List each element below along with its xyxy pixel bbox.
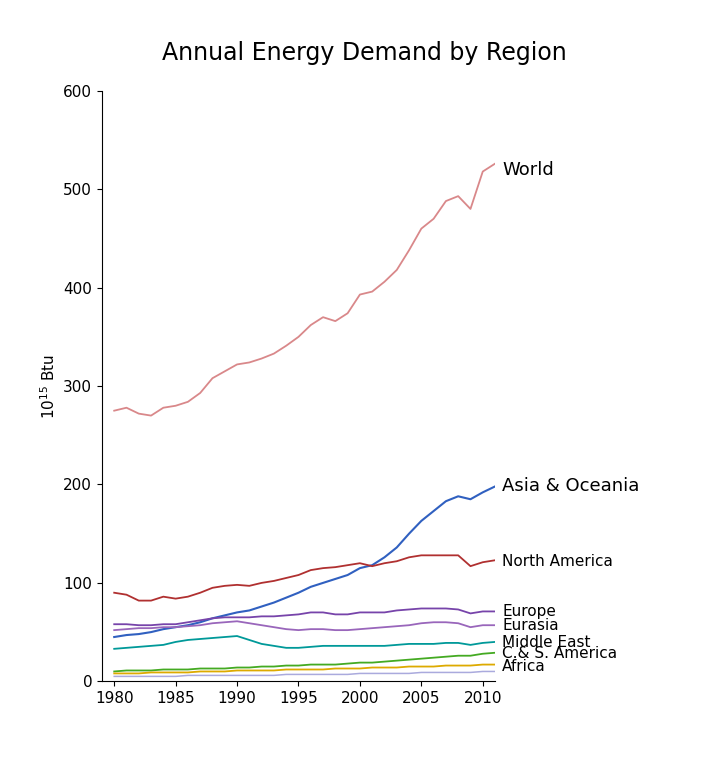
Text: Europe: Europe xyxy=(502,604,556,619)
Text: Middle East: Middle East xyxy=(502,635,591,650)
Text: Asia & Oceania: Asia & Oceania xyxy=(502,478,640,495)
Text: Annual Energy Demand by Region: Annual Energy Demand by Region xyxy=(162,41,566,65)
Text: Eurasia: Eurasia xyxy=(502,618,559,633)
Text: C.& S. America: C.& S. America xyxy=(502,646,617,662)
Y-axis label: $10^{15}$ Btu: $10^{15}$ Btu xyxy=(39,354,58,419)
Text: World: World xyxy=(502,160,554,179)
Text: North America: North America xyxy=(502,553,613,569)
Text: Africa: Africa xyxy=(502,659,546,674)
